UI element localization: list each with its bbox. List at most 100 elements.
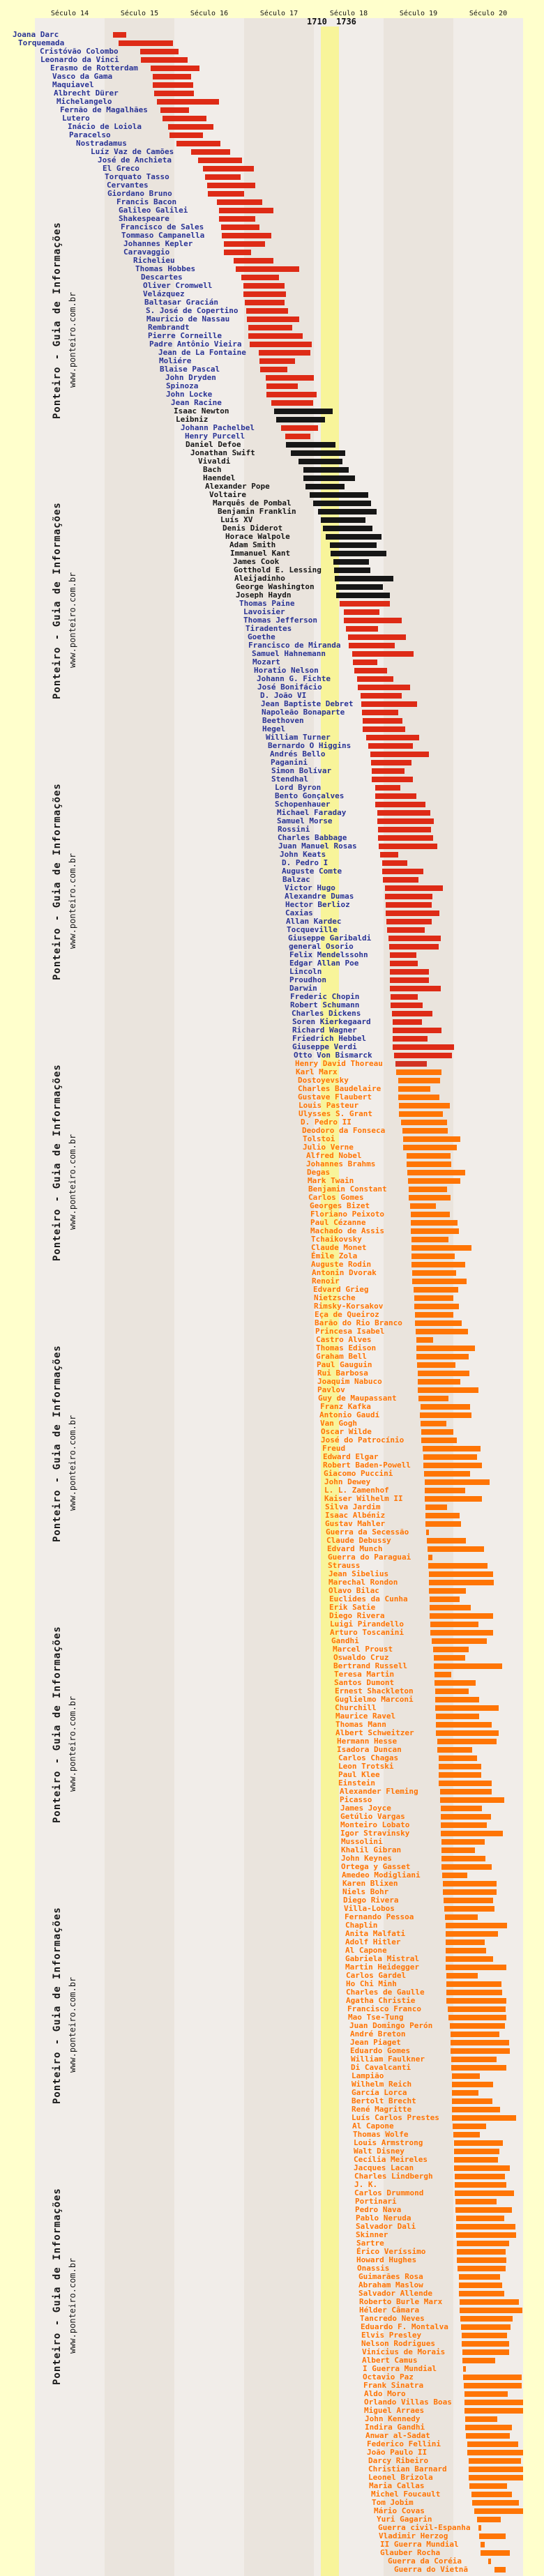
person-name-label: D. João VI bbox=[260, 691, 307, 700]
person-name-label: Carlos Gomes bbox=[308, 1193, 364, 1202]
lifespan-bar bbox=[446, 1965, 506, 1970]
lifespan-bar bbox=[260, 367, 287, 372]
person-name-label: Olavo Bilac bbox=[328, 1586, 379, 1595]
person-name-label: D. Pedro II bbox=[301, 1118, 352, 1127]
person-name-label: Darwin bbox=[289, 984, 317, 993]
lifespan-bar bbox=[361, 693, 402, 699]
lifespan-bar bbox=[459, 2291, 504, 2296]
lifespan-bar bbox=[344, 609, 379, 615]
lifespan-bar bbox=[303, 467, 349, 473]
lifespan-bar bbox=[435, 1672, 451, 1677]
person-name-label: Octavio Paz bbox=[363, 2372, 414, 2381]
person-name-label: Horatio Nelson bbox=[254, 666, 319, 675]
person-name-label: Nostradamus bbox=[76, 139, 127, 148]
person-name-label: Maria Callas bbox=[369, 2481, 425, 2490]
person-name-label: Pierre Corneille bbox=[148, 331, 222, 340]
lifespan-bar bbox=[426, 1530, 429, 1535]
lifespan-bar bbox=[169, 132, 203, 138]
person-name-label: Giuseppe Verdi bbox=[292, 1042, 357, 1051]
person-name-label: José de Anchieta bbox=[98, 155, 172, 165]
lifespan-bar bbox=[425, 1479, 490, 1485]
person-name-label: Bernardo O Higgins bbox=[268, 741, 352, 750]
person-name-label: Gotthold E. Lessing bbox=[234, 565, 322, 574]
person-name-label: Robert Schumann bbox=[290, 1000, 360, 1009]
lifespan-bar bbox=[348, 634, 406, 640]
person-name-label: Vasco da Gama bbox=[52, 72, 113, 81]
person-name-label: Alexander Fleming bbox=[340, 1787, 418, 1796]
person-name-label: Degas bbox=[307, 1168, 331, 1177]
person-name-label: Gustave Flaubert bbox=[298, 1092, 372, 1102]
lifespan-bar bbox=[425, 1521, 461, 1527]
person-name-label: Luís XV bbox=[220, 515, 253, 524]
person-name-label: Khalil Gibran bbox=[341, 1845, 402, 1854]
lifespan-bar bbox=[455, 2207, 512, 2213]
person-name-label: Claude Debussy bbox=[326, 1536, 391, 1545]
person-name-label: Blaise Pascal bbox=[160, 365, 220, 374]
watermark-url-text: www.ponteiro.com.br bbox=[68, 853, 77, 949]
person-name-label: Chaplin bbox=[345, 1921, 378, 1930]
lifespan-bar bbox=[488, 2559, 491, 2564]
lifespan-bar bbox=[478, 2525, 481, 2531]
lifespan-bar bbox=[352, 651, 414, 657]
lifespan-bar bbox=[151, 66, 199, 71]
person-name-label: Andrés Bello bbox=[270, 749, 326, 759]
person-name-label: Isaac Newton bbox=[174, 406, 229, 416]
person-name-label: Graham Bell bbox=[316, 1352, 367, 1361]
lifespan-bar bbox=[398, 1078, 440, 1083]
person-name-label: Indira Gandhi bbox=[365, 2423, 425, 2432]
lifespan-bar bbox=[390, 986, 441, 991]
lifespan-bar bbox=[395, 1061, 427, 1067]
lifespan-bar bbox=[452, 2107, 500, 2112]
person-name-label: Guerra da Coréia bbox=[388, 2556, 462, 2566]
person-name-label: Nelson Rodrigues bbox=[361, 2339, 435, 2348]
watermark-ponteiro-text: Ponteiro - Guia de Informações bbox=[52, 502, 63, 699]
person-name-label: Miguel Arraes bbox=[364, 2406, 425, 2415]
person-name-label: Maquiavel bbox=[52, 80, 94, 89]
lifespan-bar bbox=[113, 32, 126, 38]
lifespan-bar bbox=[390, 952, 416, 958]
person-name-label: Van Gogh bbox=[320, 1419, 357, 1428]
person-name-label: Vladimir Herzog bbox=[379, 2531, 448, 2540]
person-name-label: Marcel Proust bbox=[333, 1645, 393, 1654]
person-name-label: Luigi Pirandello bbox=[330, 1619, 404, 1629]
person-name-label: Lord Byron bbox=[275, 783, 322, 792]
lifespan-bar bbox=[385, 885, 443, 891]
person-name-label: Luíz Vaz de Camões bbox=[91, 147, 174, 156]
person-name-label: Einstein bbox=[338, 1778, 375, 1788]
watermark-ponteiro-text: Ponteiro - Guia de Informações bbox=[52, 1345, 63, 1542]
person-name-label: Paul Cézanne bbox=[310, 1218, 366, 1227]
lifespan-bar bbox=[243, 291, 286, 297]
person-name-label: Inácio de Loiola bbox=[68, 122, 142, 131]
lifespan-bar bbox=[372, 777, 413, 782]
lifespan-bar bbox=[234, 258, 273, 264]
person-name-label: Charles Lindbergh bbox=[354, 2172, 433, 2181]
person-name-label: Edvard Munch bbox=[327, 1544, 383, 1553]
lifespan-bar bbox=[236, 266, 299, 272]
person-name-label: Jean Piaget bbox=[350, 2038, 401, 2047]
lifespan-bar bbox=[454, 2165, 510, 2171]
person-name-label: Georges Bizet bbox=[310, 1201, 370, 1210]
person-name-label: Johannes Kepler bbox=[123, 239, 193, 248]
lifespan-bar bbox=[153, 74, 191, 79]
lifespan-bar bbox=[446, 1998, 506, 2004]
person-name-label: Mussolini bbox=[341, 1837, 383, 1846]
person-name-label: Rui Barbosa bbox=[317, 1369, 368, 1378]
century-label: Século 15 bbox=[120, 10, 159, 17]
person-name-label: Getúlio Vargas bbox=[340, 1812, 405, 1821]
lifespan-bar bbox=[217, 199, 262, 205]
person-name-label: Mark Twain bbox=[308, 1176, 354, 1185]
lifespan-bar bbox=[401, 1120, 447, 1125]
person-name-label: John Dewey bbox=[324, 1477, 371, 1486]
lifespan-bar bbox=[440, 1789, 492, 1794]
person-name-label: Erasmo de Rotterdam bbox=[50, 63, 138, 73]
window-end-year-label: 1736 bbox=[336, 17, 356, 26]
person-name-label: Robert Baden-Powell bbox=[323, 1461, 411, 1470]
person-name-label: Walt Disney bbox=[354, 2147, 405, 2156]
lifespan-bar bbox=[430, 1622, 478, 1627]
person-name-label: Gabriela Mistral bbox=[345, 1954, 419, 1963]
lifespan-bar bbox=[402, 1128, 448, 1134]
lifespan-bar bbox=[398, 1086, 430, 1092]
lifespan-bar bbox=[425, 1513, 460, 1518]
lifespan-bar bbox=[430, 1630, 493, 1636]
lifespan-bar bbox=[340, 601, 390, 607]
